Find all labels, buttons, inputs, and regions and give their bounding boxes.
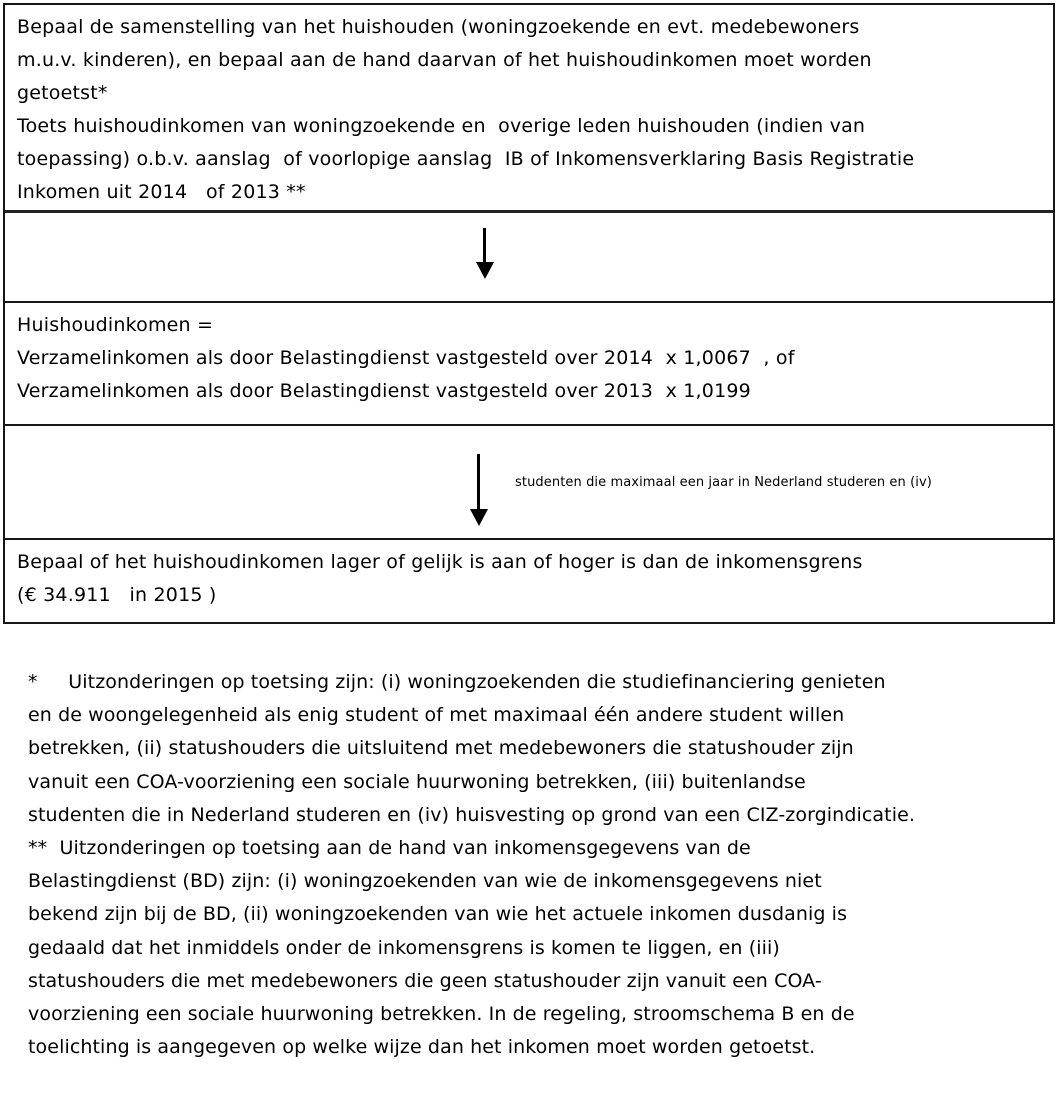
down-arrow-head-icon <box>470 509 488 526</box>
step-1-box: Bepaal de samenstelling van het huishoud… <box>5 5 1053 210</box>
connector-row-2: studenten die maximaal een jaar in Neder… <box>5 424 1053 538</box>
down-arrow-icon <box>483 228 486 263</box>
footnotes-section: * Uitzonderingen op toetsing zijn: (i) w… <box>28 666 1040 1064</box>
footnote-double-asterisk: ** Uitzonderingen op toetsing aan de han… <box>28 837 855 1059</box>
step-1-paragraph-2: Toets huishoudinkomen van woningzoekende… <box>17 115 915 203</box>
students-annotation: studenten die maximaal een jaar in Neder… <box>515 475 932 490</box>
step-1-paragraph-1: Bepaal de samenstelling van het huishoud… <box>17 16 872 104</box>
connector-row-1 <box>5 210 1053 301</box>
step-3-box: Bepaal of het huishoudinkomen lager of g… <box>5 538 1053 622</box>
footnote-single-asterisk: * Uitzonderingen op toetsing zijn: (i) w… <box>28 671 916 826</box>
step-2-box: Huishoudinkomen = Verzamelinkomen als do… <box>5 301 1053 424</box>
step-2-text: Huishoudinkomen = Verzamelinkomen als do… <box>17 314 795 402</box>
step-3-text: Bepaal of het huishoudinkomen lager of g… <box>17 551 863 606</box>
down-arrow-head-icon <box>476 262 494 279</box>
flow-diagram: Bepaal de samenstelling van het huishoud… <box>3 3 1055 624</box>
down-arrow-icon <box>477 454 480 510</box>
